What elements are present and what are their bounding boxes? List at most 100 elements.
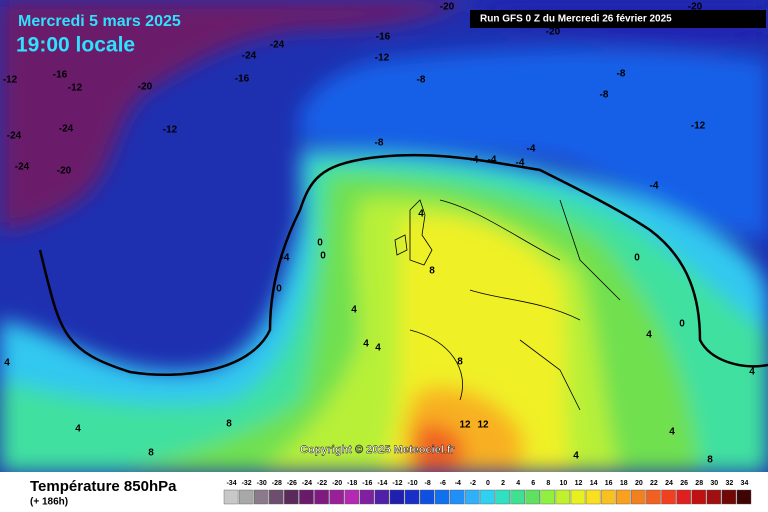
legend-label: -30 (257, 480, 267, 487)
contour-label: 4 (573, 451, 579, 462)
legend-label: 26 (680, 480, 688, 487)
contour-label: 4 (749, 367, 755, 378)
contour-label: 0 (679, 319, 685, 330)
legend-swatch (389, 489, 405, 505)
legend-swatch (600, 489, 616, 505)
run-box (470, 10, 766, 28)
legend-label: 6 (531, 480, 535, 487)
contour-label: -20 (138, 82, 153, 93)
contour-label: 4 (363, 339, 369, 350)
legend-label: 16 (605, 480, 613, 487)
legend-label: -4 (455, 480, 461, 487)
legend-swatch (646, 489, 661, 505)
contour-label: -4 (650, 181, 659, 192)
contour-label: 4 (646, 330, 652, 341)
zero-contour (38, 153, 768, 377)
contour-label: -8 (375, 138, 384, 149)
contour-label: 12 (459, 420, 471, 431)
legend-label: 22 (650, 480, 658, 487)
legend-label: -26 (287, 480, 297, 487)
legend-label: -16 (362, 480, 372, 487)
contour-label: -12 (375, 53, 390, 64)
legend-label: -20 (332, 480, 342, 487)
legend-swatch (223, 489, 239, 505)
contour-label: 4 (75, 424, 81, 435)
legend-label: -2 (470, 480, 476, 487)
legend-swatch (495, 489, 510, 505)
legend-label: -22 (317, 480, 327, 487)
legend-swatch (555, 489, 571, 505)
legend-swatch (374, 489, 390, 505)
contour-label: -12 (68, 83, 83, 94)
contour-label: 4 (4, 358, 10, 369)
forecast-date: Mercredi 5 mars 2025 (18, 13, 181, 30)
forecast-time: 19:00 locale (16, 34, 135, 57)
legend-swatch (450, 489, 465, 505)
contour-label: -20 (688, 2, 703, 13)
legend-swatch (314, 489, 329, 505)
contour-label: -24 (7, 131, 22, 142)
contour-label: 0 (276, 284, 282, 295)
contour-labels: -20 -20-20-16-24-24 -12-16-20-12 -16-12-8-8… (3, 2, 755, 466)
contour-label: -12 (163, 125, 178, 136)
contour-label: 4 (669, 427, 675, 438)
legend-swatch (404, 489, 420, 505)
contour-label: -20 (440, 2, 455, 13)
map: -20 -20-20-16-24-24 -12-16-20-12 -16-12-8-8… (0, 0, 768, 472)
coastlines (394, 199, 621, 411)
legend-swatch (238, 489, 254, 505)
legend-swatch (525, 489, 541, 505)
contour-label: -4 (527, 144, 536, 155)
contour-label: 8 (457, 357, 463, 368)
legend-swatch (269, 489, 284, 505)
legend-swatch (344, 489, 359, 505)
contour-label: 8 (226, 419, 232, 430)
footer-title: Température 850hPa (30, 478, 177, 495)
legend-label: 10 (560, 480, 568, 487)
contour-label: -4 (281, 253, 290, 264)
legend-label: 32 (725, 480, 733, 487)
legend-swatch (480, 489, 495, 505)
contour-label: 12 (477, 420, 489, 431)
legend-swatch (284, 489, 299, 505)
contour-label: -8 (600, 90, 609, 101)
contour-label: -24 (59, 124, 74, 135)
legend-label: -10 (408, 480, 418, 487)
legend-label: 14 (590, 480, 598, 487)
contour-label: -24 (15, 162, 30, 173)
contour-label: 8 (429, 266, 435, 277)
contour-label: 0 (320, 251, 326, 262)
legend-label: -6 (440, 480, 446, 487)
legend-swatch (540, 489, 556, 505)
legend-label: 28 (695, 480, 703, 487)
contour-label: 0 (634, 253, 640, 264)
legend-swatch (691, 489, 706, 505)
legend-swatch (570, 489, 586, 505)
legend-swatch (419, 489, 435, 505)
contour-label: 4 (418, 209, 424, 220)
contour-label: -12 (3, 75, 18, 86)
contour-label: 4 (375, 343, 381, 354)
legend-swatch (585, 489, 601, 505)
contour-label: -8 (417, 75, 426, 86)
legend-label: -8 (425, 480, 431, 487)
legend-label: 4 (516, 480, 520, 487)
legend-label: -14 (377, 480, 387, 487)
legend-swatch (299, 489, 314, 505)
contour-label: -4 (516, 158, 525, 169)
contour-label: 4 (351, 305, 357, 316)
legend-label: 8 (546, 480, 550, 487)
contour-label: -24 (242, 51, 257, 62)
legend-swatch (706, 489, 722, 505)
legend-label: -34 (226, 480, 236, 487)
contour-label: -12 (691, 121, 706, 132)
legend-label: 12 (575, 480, 583, 487)
legend-swatch (253, 489, 269, 505)
legend-label: 30 (710, 480, 718, 487)
contour-label: -16 (235, 74, 250, 85)
legend-label: 18 (620, 480, 628, 487)
run-info: Run GFS 0 Z du Mercredi 26 février 2025 (480, 14, 672, 25)
legend-label: -32 (242, 480, 252, 487)
contour-label: 8 (707, 455, 713, 466)
